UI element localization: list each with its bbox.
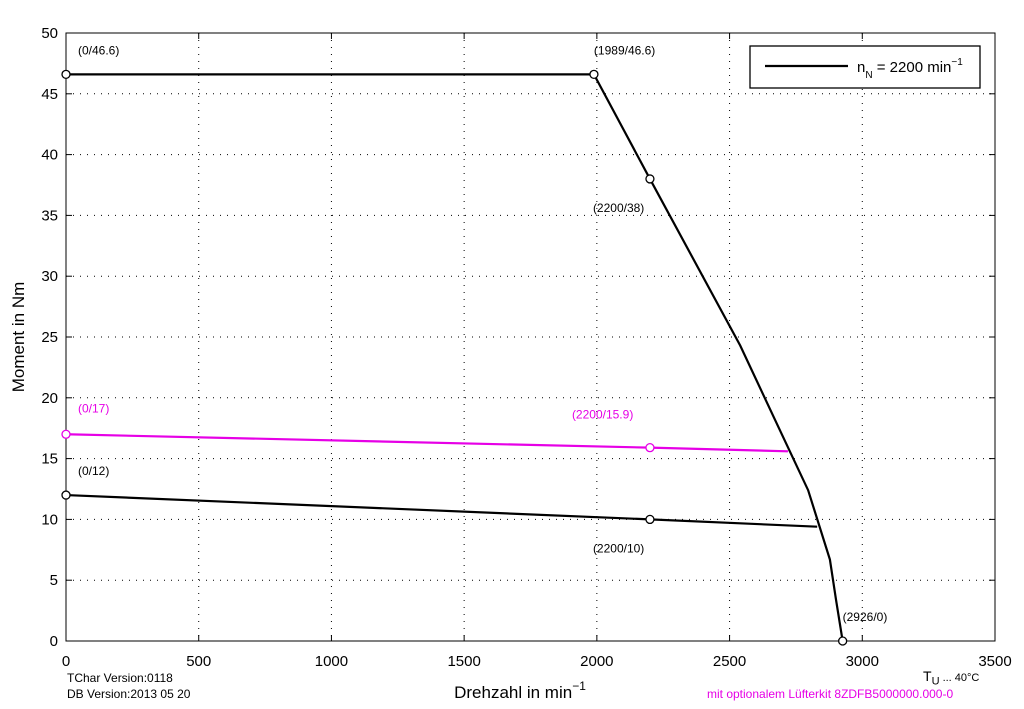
x-tick-label: 2500 [713,653,746,670]
tchar-version: TChar Version:0118 [67,671,173,685]
y-axis-label: Moment in Nm [9,282,28,393]
data-label: (0/46.6) [78,43,119,57]
data-label: (0/12) [78,464,109,478]
x-tick-label: 3000 [846,653,879,670]
plot-area [66,33,995,641]
y-tick-label: 0 [50,633,58,650]
y-tick-label: 45 [41,86,58,103]
y-tick-label: 40 [41,147,58,164]
data-label: (2926/0) [843,610,888,624]
data-point [645,514,655,525]
data-label: (2200/15.9) [572,408,633,422]
data-point [645,174,655,184]
y-tick-label: 25 [41,329,58,346]
x-tick-label: 1500 [447,653,480,670]
data-point [837,636,848,646]
x-tick-label: 1000 [315,653,348,670]
data-label: (0/17) [78,401,109,415]
data-point [61,69,71,79]
y-tick-label: 5 [50,572,58,589]
y-tick-label: 35 [41,207,58,224]
db-version: DB Version:2013 05 20 [67,687,191,701]
data-label: (2200/38) [593,201,644,215]
data-point [645,443,655,453]
y-tick-label: 50 [41,25,58,42]
fan-kit-note: mit optionalem Lüfterkit 8ZDFB5000000.00… [707,687,954,701]
x-tick-label: 500 [186,653,211,670]
series-line [66,73,844,642]
plot-frame [65,32,996,642]
y-tick-label: 30 [41,268,58,285]
x-tick-label: 2000 [580,653,613,670]
data-label: (2200/10) [593,541,644,555]
y-tick-label: 10 [41,511,58,528]
data-point [61,429,71,439]
data-point [61,490,71,500]
legend-label: nN = 2200 min−1 [857,57,963,81]
y-tick-label: 20 [41,390,58,407]
x-axis-label: Drehzahl in min−1 [454,679,586,702]
x-tick-label: 0 [62,653,70,670]
x-tick-label: 3500 [978,653,1011,670]
data-point [589,69,599,79]
ambient-temp: TU ... 40°C [923,668,980,688]
y-tick-label: 15 [41,451,58,468]
data-label: (1989/46.6) [594,43,655,57]
